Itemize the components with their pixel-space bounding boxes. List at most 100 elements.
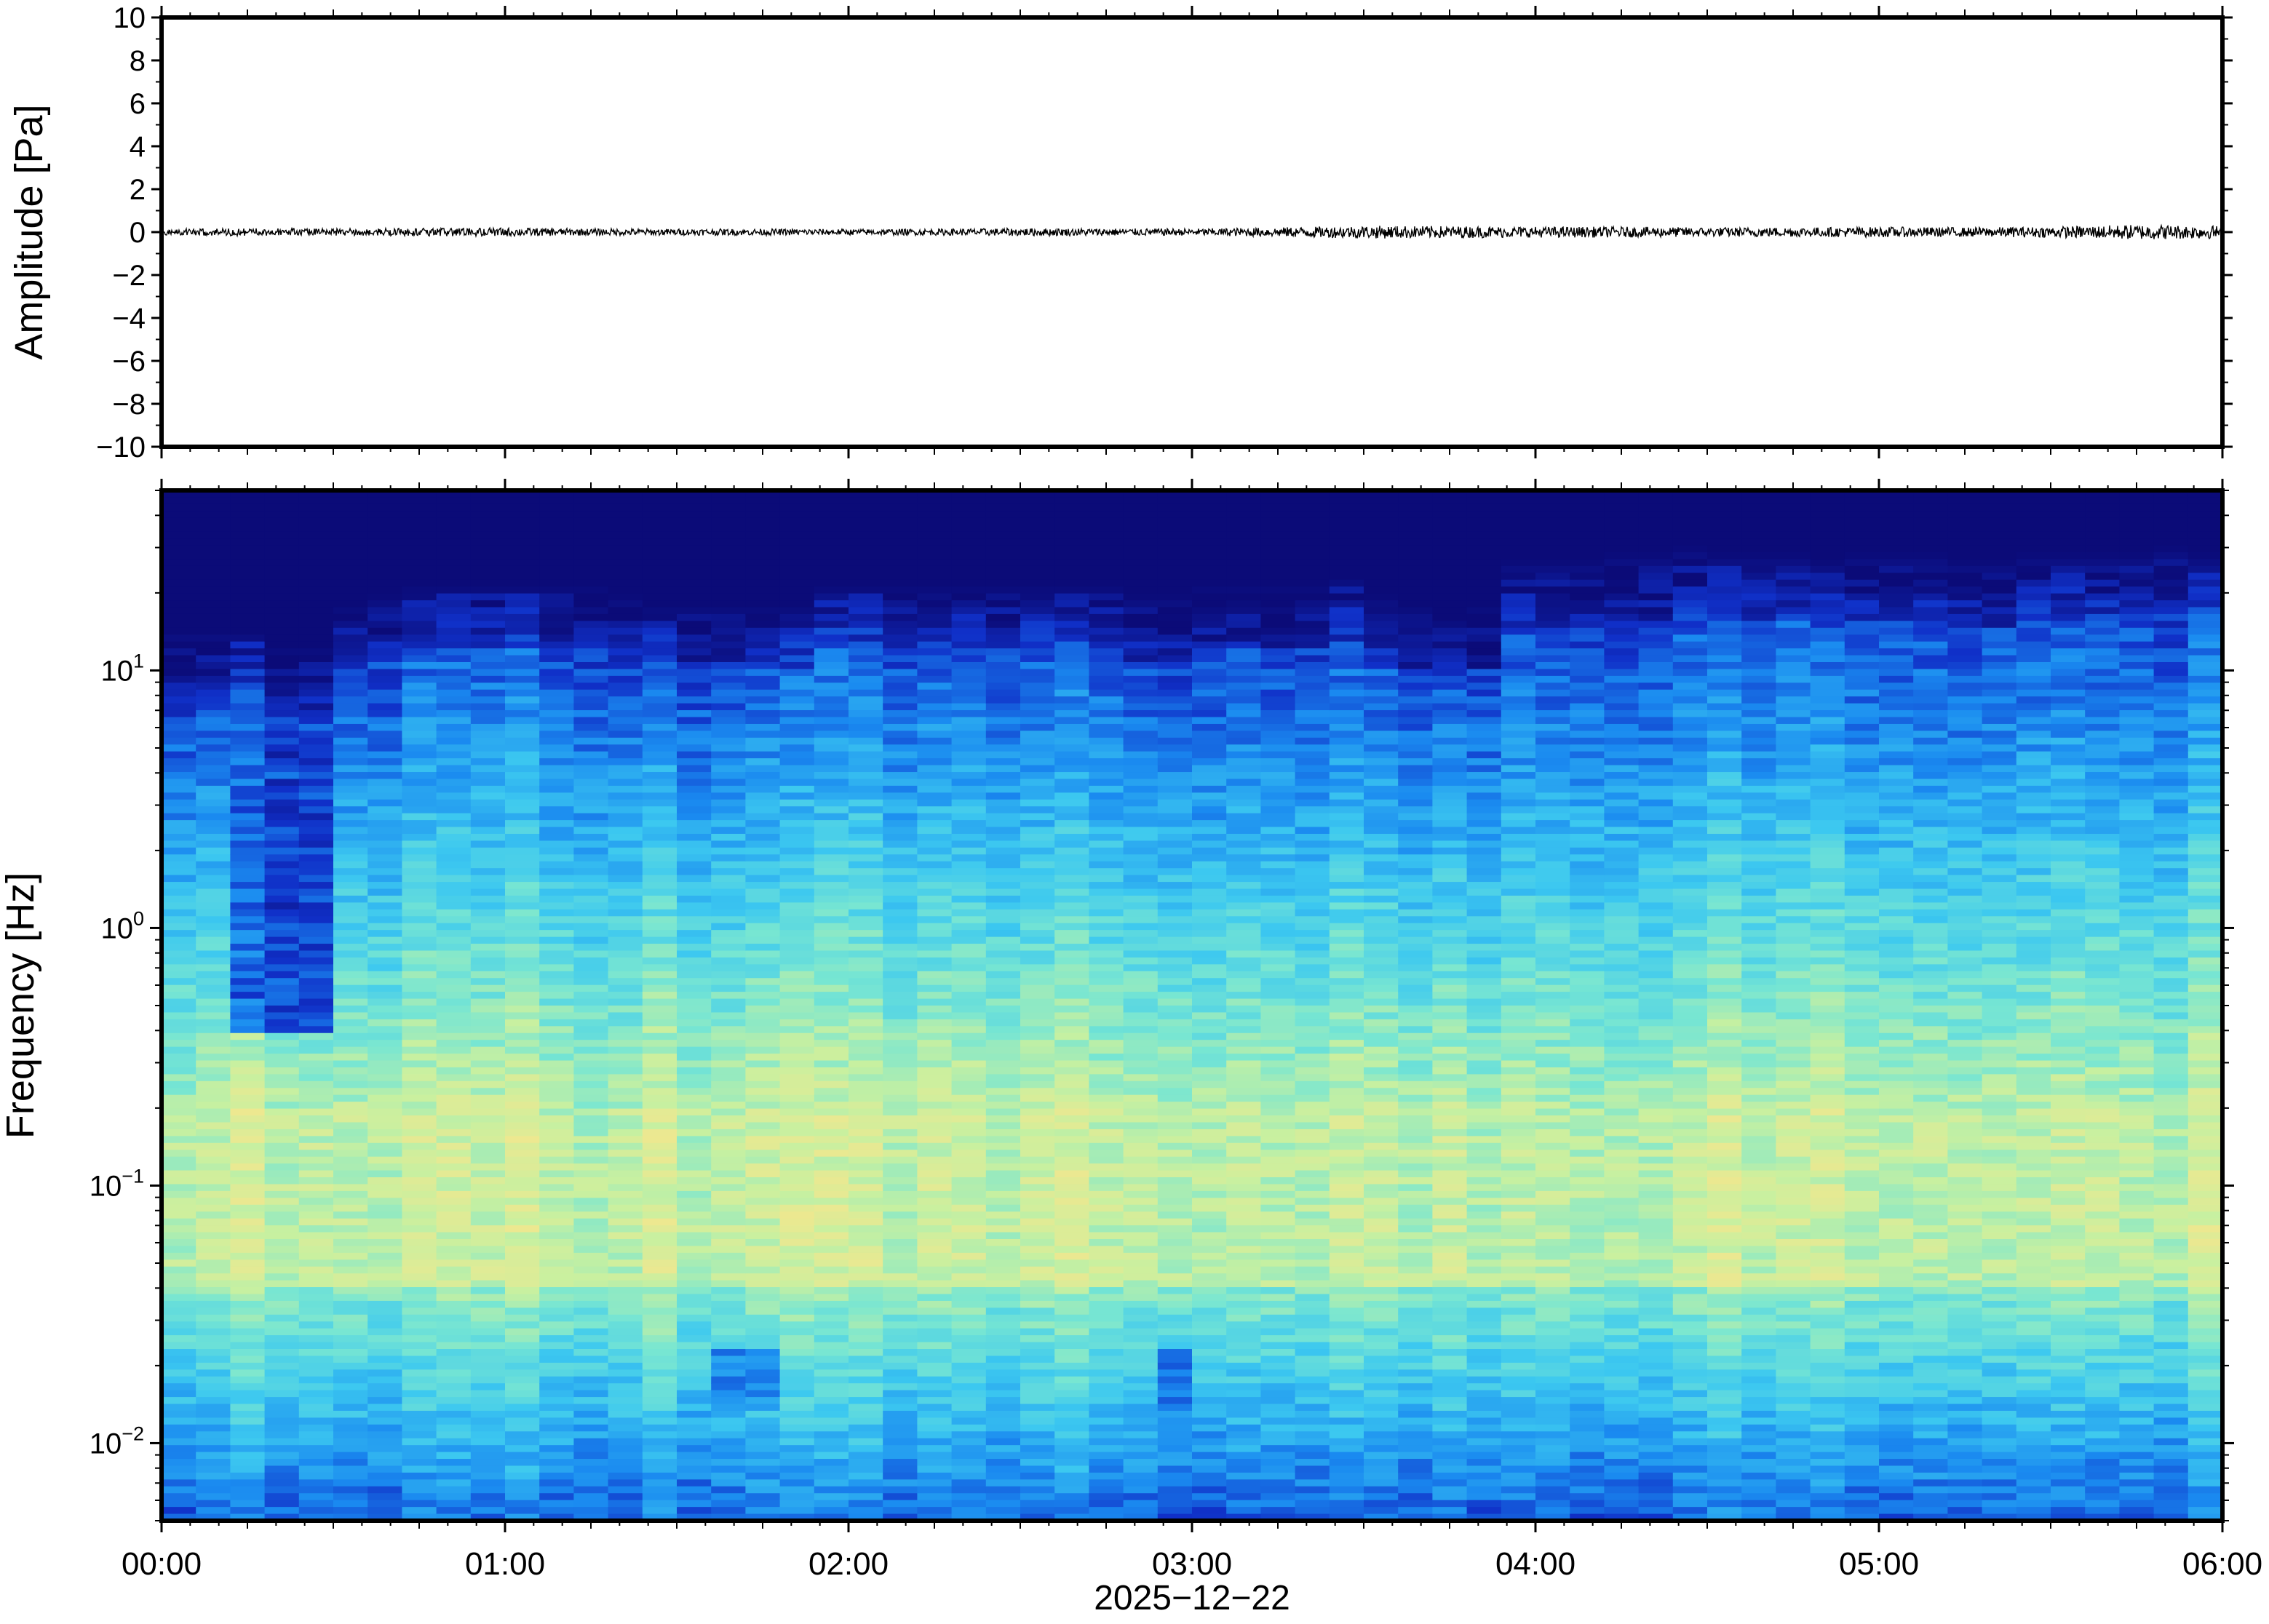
- spectrogram-cell: [333, 1376, 368, 1384]
- spectrogram-cell: [985, 861, 1021, 869]
- spectrogram-cell: [745, 737, 781, 745]
- spectrogram-cell: [573, 1102, 609, 1110]
- spectrogram-cell: [333, 586, 368, 594]
- spectrogram-cell: [883, 1177, 918, 1185]
- spectrogram-cell: [1089, 1088, 1124, 1096]
- spectrogram-cell: [367, 517, 402, 525]
- spectrogram-cell: [162, 1486, 196, 1494]
- spectrogram-cell: [985, 1259, 1021, 1267]
- spectrogram-cell: [367, 964, 402, 972]
- spectrogram-cell: [711, 744, 746, 752]
- spectrogram-cell: [367, 950, 402, 958]
- spectrogram-cell: [779, 1486, 815, 1494]
- spectrogram-cell: [402, 662, 437, 670]
- spectrogram-cell: [298, 950, 334, 958]
- spectrogram-cell: [298, 1410, 334, 1418]
- spectrogram-cell: [917, 1294, 953, 1302]
- spectrogram-cell: [1089, 765, 1124, 773]
- spectrogram-cell: [470, 703, 506, 711]
- spectrogram-cell: [539, 511, 574, 519]
- spectrogram-cell: [1089, 998, 1124, 1006]
- spectrogram-cell: [883, 1040, 918, 1048]
- spectrogram-cell: [505, 731, 540, 739]
- spectrogram-cell: [1123, 634, 1159, 642]
- spectrogram-cell: [1192, 1383, 1227, 1391]
- spectrogram-cell: [196, 1102, 231, 1110]
- spectrogram-cell: [779, 1006, 815, 1014]
- spectrogram-cell: [951, 1177, 987, 1185]
- spectrogram-cell: [573, 1486, 609, 1494]
- spectrogram-cell: [1226, 613, 1261, 621]
- spectrogram-cell: [333, 1410, 368, 1418]
- spectrogram-cell: [402, 723, 437, 731]
- spectrogram-cell: [814, 737, 849, 745]
- spectrogram-cell: [677, 1362, 712, 1370]
- spectrogram-cell: [1123, 957, 1159, 965]
- spectrogram-cell: [539, 1190, 574, 1198]
- spectrogram-cell: [985, 579, 1021, 587]
- spectrogram-cell: [1089, 1390, 1124, 1398]
- spectrogram-cell: [745, 1376, 781, 1384]
- spectrogram-cell: [951, 984, 987, 992]
- spectrogram-cell: [470, 1218, 506, 1226]
- spectrogram-cell: [883, 1410, 918, 1418]
- spectrogram-cell: [951, 758, 987, 766]
- spectrogram-cell: [196, 1060, 231, 1068]
- spectrogram-cell: [745, 779, 781, 787]
- spectrogram-cell: [1089, 779, 1124, 787]
- spectrogram-cell: [814, 1046, 849, 1054]
- spectrogram-cell: [333, 1074, 368, 1082]
- spectrogram-cell: [1157, 861, 1193, 869]
- spectrogram-cell: [402, 579, 437, 587]
- spectrogram-cell: [814, 538, 849, 546]
- spectrogram-cell: [1089, 503, 1124, 512]
- spectrogram-cell: [1123, 1424, 1159, 1432]
- spectrogram-cell: [608, 1294, 643, 1302]
- spectrogram-cell: [298, 1376, 334, 1384]
- spectrogram-cell: [505, 944, 540, 952]
- spectrogram-cell: [1054, 1232, 1089, 1240]
- spectrogram-cell: [779, 1156, 815, 1164]
- spectrogram-cell: [1089, 1493, 1124, 1501]
- spectrogram-cell: [779, 1088, 815, 1096]
- spectrogram-cell: [436, 1424, 472, 1432]
- spectrogram-cell: [608, 1500, 643, 1508]
- spectrogram-cell: [779, 1417, 815, 1425]
- spectrogram-cell: [779, 1314, 815, 1322]
- spectrogram-cell: [1089, 1273, 1124, 1281]
- spectrogram-cell: [402, 531, 437, 539]
- spectrogram-cell: [573, 1115, 609, 1123]
- spectrogram-cell: [951, 820, 987, 828]
- spectrogram-cell: [917, 1184, 953, 1192]
- spectrogram-cell: [642, 1266, 677, 1274]
- spectrogram-cell: [1020, 827, 1055, 835]
- spectrogram-cell: [298, 847, 334, 855]
- spectrogram-cell: [470, 1150, 506, 1158]
- spectrogram-cell: [1226, 703, 1261, 711]
- spectrogram-cell: [505, 1314, 540, 1322]
- spectrogram-cell: [264, 621, 300, 629]
- spectrogram-cell: [470, 1225, 506, 1233]
- spectrogram-cell: [333, 1115, 368, 1123]
- spectrogram-cell: [711, 1438, 746, 1446]
- spectrogram-cell: [951, 634, 987, 642]
- spectrogram-cell: [985, 531, 1021, 539]
- spectrogram-cell: [849, 1369, 883, 1377]
- spectrogram-cell: [1089, 1369, 1124, 1377]
- spectrogram-cell: [298, 517, 334, 525]
- spectrogram-cell: [1054, 916, 1089, 924]
- spectrogram-cell: [985, 634, 1021, 642]
- spectrogram-cell: [608, 579, 643, 587]
- spectrogram-cell: [677, 888, 712, 896]
- spectrogram-cell: [162, 703, 196, 711]
- spectrogram-cell: [230, 1300, 266, 1308]
- spectrogram-cell: [1020, 854, 1055, 862]
- spectrogram-cell: [196, 1198, 231, 1206]
- spectrogram-cell: [539, 847, 574, 855]
- spectrogram-cell: [814, 992, 849, 1000]
- spectrogram-cell: [917, 820, 953, 828]
- spectrogram-cell: [162, 916, 196, 924]
- spectrogram-cell: [779, 964, 815, 972]
- spectrogram-cell: [608, 1479, 643, 1487]
- spectrogram-cell: [1054, 648, 1089, 656]
